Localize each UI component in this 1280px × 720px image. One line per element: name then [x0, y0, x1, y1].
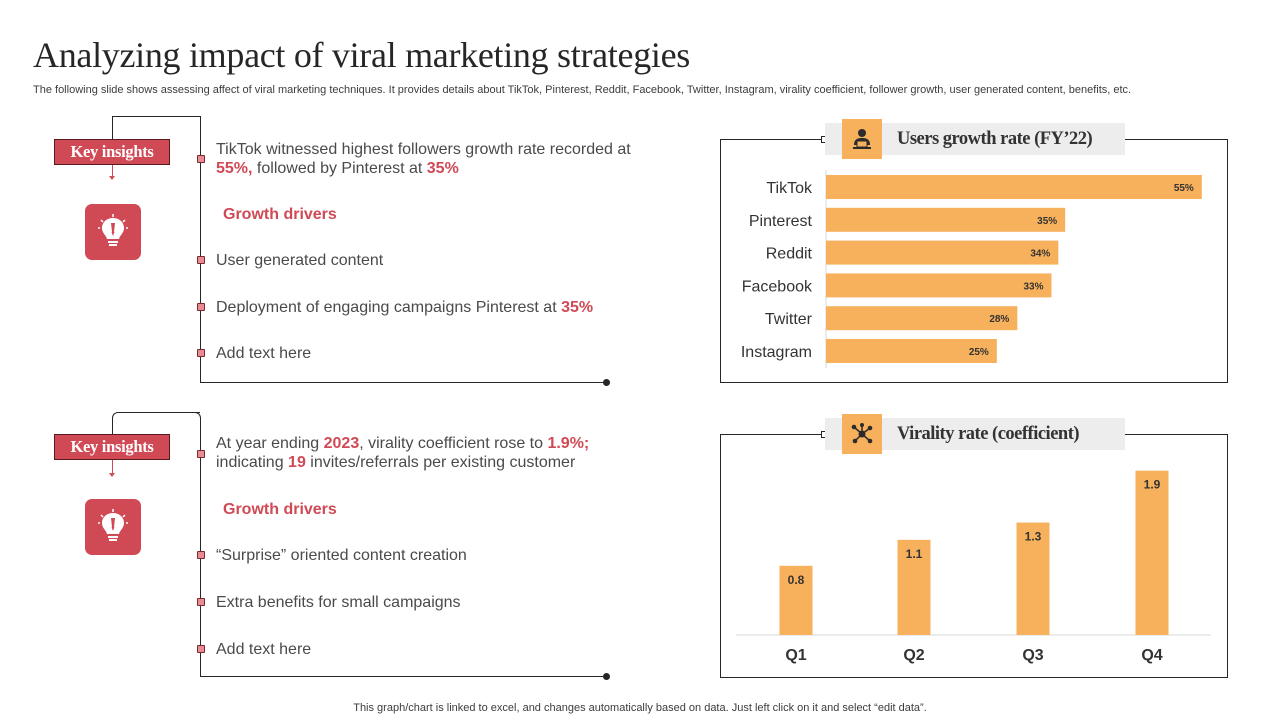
insight-line2-prefix: indicating: [216, 454, 289, 471]
category-label: Q1: [785, 647, 806, 664]
bullet-marker: [197, 645, 205, 653]
data-label: 1.9: [1144, 478, 1161, 492]
data-label: 34%: [1030, 249, 1050, 260]
panel-2-top-line: [118, 412, 200, 413]
driver-item: “Surprise” oriented content creation: [216, 547, 467, 564]
bar: [826, 339, 997, 363]
category-label: Twitter: [765, 311, 813, 328]
growth-drivers-heading: Growth drivers: [223, 206, 337, 223]
insight-year: 2023: [323, 435, 360, 452]
driver-item: Extra benefits for small campaigns: [216, 594, 461, 611]
bullet-marker: [197, 256, 205, 264]
bar: [897, 539, 931, 635]
key-insights-badge: Key insights: [54, 139, 170, 165]
data-label: 0.8: [788, 573, 805, 587]
pinterest-rate: 35%: [426, 160, 459, 177]
driver-item-value: 35%: [561, 299, 594, 316]
data-label: 1.3: [1025, 530, 1042, 544]
footer-note: This graph/chart is linked to excel, and…: [353, 702, 927, 714]
panel-2-end-dot: [603, 673, 610, 680]
bar: [1135, 470, 1169, 635]
chart-1-title: Users growth rate (FY’22): [897, 129, 1093, 149]
insight-text: At year ending 2023, virality coefficien…: [216, 434, 589, 472]
data-label: 35%: [1037, 216, 1057, 227]
panel-1-badge-connector: [112, 116, 113, 139]
insight-line-1: TikTok witnessed highest followers growt…: [216, 141, 631, 158]
bar: [1016, 522, 1050, 635]
bullet-marker: [197, 349, 205, 357]
chart-2-title: Virality rate (coefficient): [897, 424, 1080, 444]
driver-item: Add text here: [216, 641, 312, 658]
bar: [826, 273, 1052, 298]
virality-rate-bar-chart[interactable]: 0.8 Q1 1.1 Q2 1.3 Q3 1.9 Q4: [721, 435, 1227, 677]
category-label: Pinterest: [749, 213, 813, 230]
users-growth-chart-panel: TikTok 55% Pinterest 35% Reddit 34% Facebook 33…: [720, 139, 1228, 383]
bullet-marker: [197, 598, 205, 606]
driver-item: User generated content: [216, 252, 384, 269]
panel-1-bottom-line: [200, 382, 606, 383]
panel-2-badge-connector: [112, 418, 113, 434]
panel-1-top-line: [112, 116, 200, 117]
growth-drivers-heading: Growth drivers: [223, 501, 337, 518]
users-growth-bar-chart[interactable]: TikTok 55% Pinterest 35% Reddit 34% Facebook 33…: [721, 140, 1227, 382]
page-title: Analyzing impact of viral marketing stra…: [33, 35, 690, 75]
bar: [826, 175, 1202, 199]
data-label: 33%: [1023, 281, 1043, 292]
bar: [779, 565, 813, 635]
data-label: 1.1: [906, 547, 923, 561]
panel-1-timeline: [200, 116, 201, 383]
category-label: Instagram: [741, 344, 812, 361]
driver-item-text: Deployment of engaging campaigns Pintere…: [216, 299, 562, 316]
badge-arrow: [109, 165, 115, 180]
bar: [826, 207, 1066, 232]
user-laptop-icon: [842, 119, 882, 159]
insight-line2-suffix: invites/referrals per existing customer: [305, 454, 576, 471]
virality-rate-chart-panel: 0.8 Q1 1.1 Q2 1.3 Q3 1.9 Q4: [720, 434, 1228, 678]
category-label: Q2: [903, 647, 924, 664]
network-icon: [842, 414, 882, 454]
chart-1-connector: [720, 139, 826, 140]
category-label: Q4: [1141, 647, 1162, 664]
category-label: Reddit: [766, 246, 813, 263]
bullet-marker: [197, 303, 205, 311]
data-label: 28%: [989, 314, 1009, 325]
insight-middle: , virality coefficient rose to: [359, 435, 548, 452]
driver-item: Deployment of engaging campaigns Pintere…: [216, 298, 593, 317]
key-insights-badge: Key insights: [54, 434, 170, 460]
panel-2-timeline: [200, 418, 201, 676]
data-label: 25%: [969, 347, 989, 358]
lightbulb-icon: [85, 499, 141, 555]
bullet-marker: [197, 450, 205, 458]
virality-value: 1.9%;: [547, 435, 590, 452]
referral-count: 19: [288, 454, 306, 471]
category-label: Q3: [1022, 647, 1043, 664]
panel-1-end-dot: [603, 379, 610, 386]
driver-item: Add text here: [216, 345, 312, 362]
panel-2-corner: [193, 412, 201, 420]
insight-prefix: At year ending: [216, 435, 324, 452]
insight-text: TikTok witnessed highest followers growt…: [216, 140, 631, 178]
bullet-marker: [197, 551, 205, 559]
category-label: Facebook: [742, 278, 813, 295]
bar: [826, 240, 1059, 265]
tiktok-rate: 55%,: [216, 160, 253, 177]
panel-2-corner: [112, 412, 120, 420]
panel-2-bottom-line: [200, 676, 606, 677]
page-subtitle: The following slide shows assessing affe…: [33, 84, 1132, 96]
bar: [826, 306, 1018, 331]
chart-2-connector: [720, 434, 826, 435]
insight-connector: followed by Pinterest at: [252, 160, 427, 177]
category-label: TikTok: [766, 180, 813, 197]
bullet-marker: [197, 155, 205, 163]
data-label: 55%: [1174, 183, 1194, 194]
badge-arrow: [109, 460, 115, 477]
lightbulb-icon: [85, 204, 141, 260]
